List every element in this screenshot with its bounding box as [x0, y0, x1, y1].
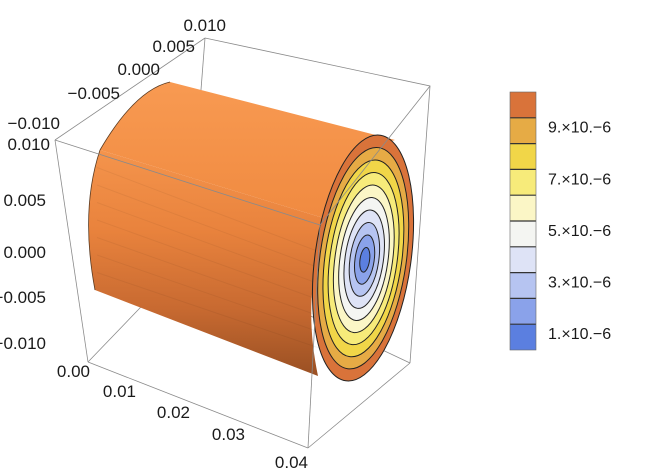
legend-swatch: [510, 324, 536, 350]
front-tick-label: 0.00: [57, 362, 90, 381]
legend-label: 3.×10.−6: [548, 274, 611, 291]
shade-band: [96, 202, 326, 287]
front-tick-label: 0.01: [103, 382, 136, 401]
legend-swatch: [510, 246, 536, 273]
front-tick-label: 0.03: [212, 425, 245, 444]
legend-frame: [509, 91, 537, 351]
end-cap-contours: [311, 134, 415, 382]
cylinder-body: [88, 81, 395, 376]
legend-swatch: [510, 117, 536, 144]
vertical-axis-ticks: 0.010 0.005 0.000 −0.005 −0.010: [0, 135, 50, 353]
shade-band: [96, 219, 326, 303]
legend-swatch: [510, 221, 536, 247]
legend-swatch: [510, 195, 536, 221]
depth-tick-label: −0.005: [68, 84, 120, 103]
legend-label: 9.×10.−6: [548, 120, 611, 137]
cylinder-top-surface: [100, 82, 395, 220]
vertical-tick-label: 0.000: [3, 243, 46, 262]
shade-band: [96, 237, 326, 319]
legend-swatch: [510, 143, 536, 170]
legend-swatch: [510, 169, 536, 196]
cylinder-side-surface: [88, 150, 330, 376]
vertical-tick-label: 0.005: [3, 191, 46, 210]
color-legend: 9.×10.−6 7.×10.−6 5.×10.−6 3.×10.−6 1.×10.−6: [509, 91, 611, 351]
legend-label: 7.×10.−6: [548, 171, 611, 188]
legend-swatch: [510, 272, 536, 299]
front-axis-ticks: 0.00 0.01 0.02 0.03 0.04: [57, 362, 308, 472]
shade-band: [96, 254, 326, 335]
depth-tick-label: 0.010: [183, 16, 226, 35]
legend-swatch: [510, 92, 536, 118]
contour-level-1: [359, 247, 371, 273]
vertical-tick-label: −0.010: [0, 334, 46, 353]
shade-band: [96, 184, 326, 271]
vertical-tick-label: −0.005: [0, 288, 46, 307]
front-tick-label: 0.02: [157, 403, 190, 422]
legend-swatch: [510, 298, 536, 325]
front-tick-label: 0.04: [275, 453, 308, 472]
shade-band: [96, 272, 326, 351]
plot-box-front: [54, 85, 431, 449]
depth-tick-label: −0.010: [8, 114, 60, 133]
legend-label: 5.×10.−6: [548, 223, 611, 240]
depth-tick-label: 0.000: [117, 60, 160, 79]
depth-tick-label: 0.005: [152, 37, 195, 56]
depth-axis-ticks: 0.010 0.005 0.000 −0.005 −0.010: [8, 16, 226, 133]
shade-band: [96, 167, 326, 255]
legend-label: 1.×10.−6: [548, 326, 611, 343]
cylinder-shade-bands: [96, 167, 326, 351]
vertical-tick-label: 0.010: [7, 135, 50, 154]
